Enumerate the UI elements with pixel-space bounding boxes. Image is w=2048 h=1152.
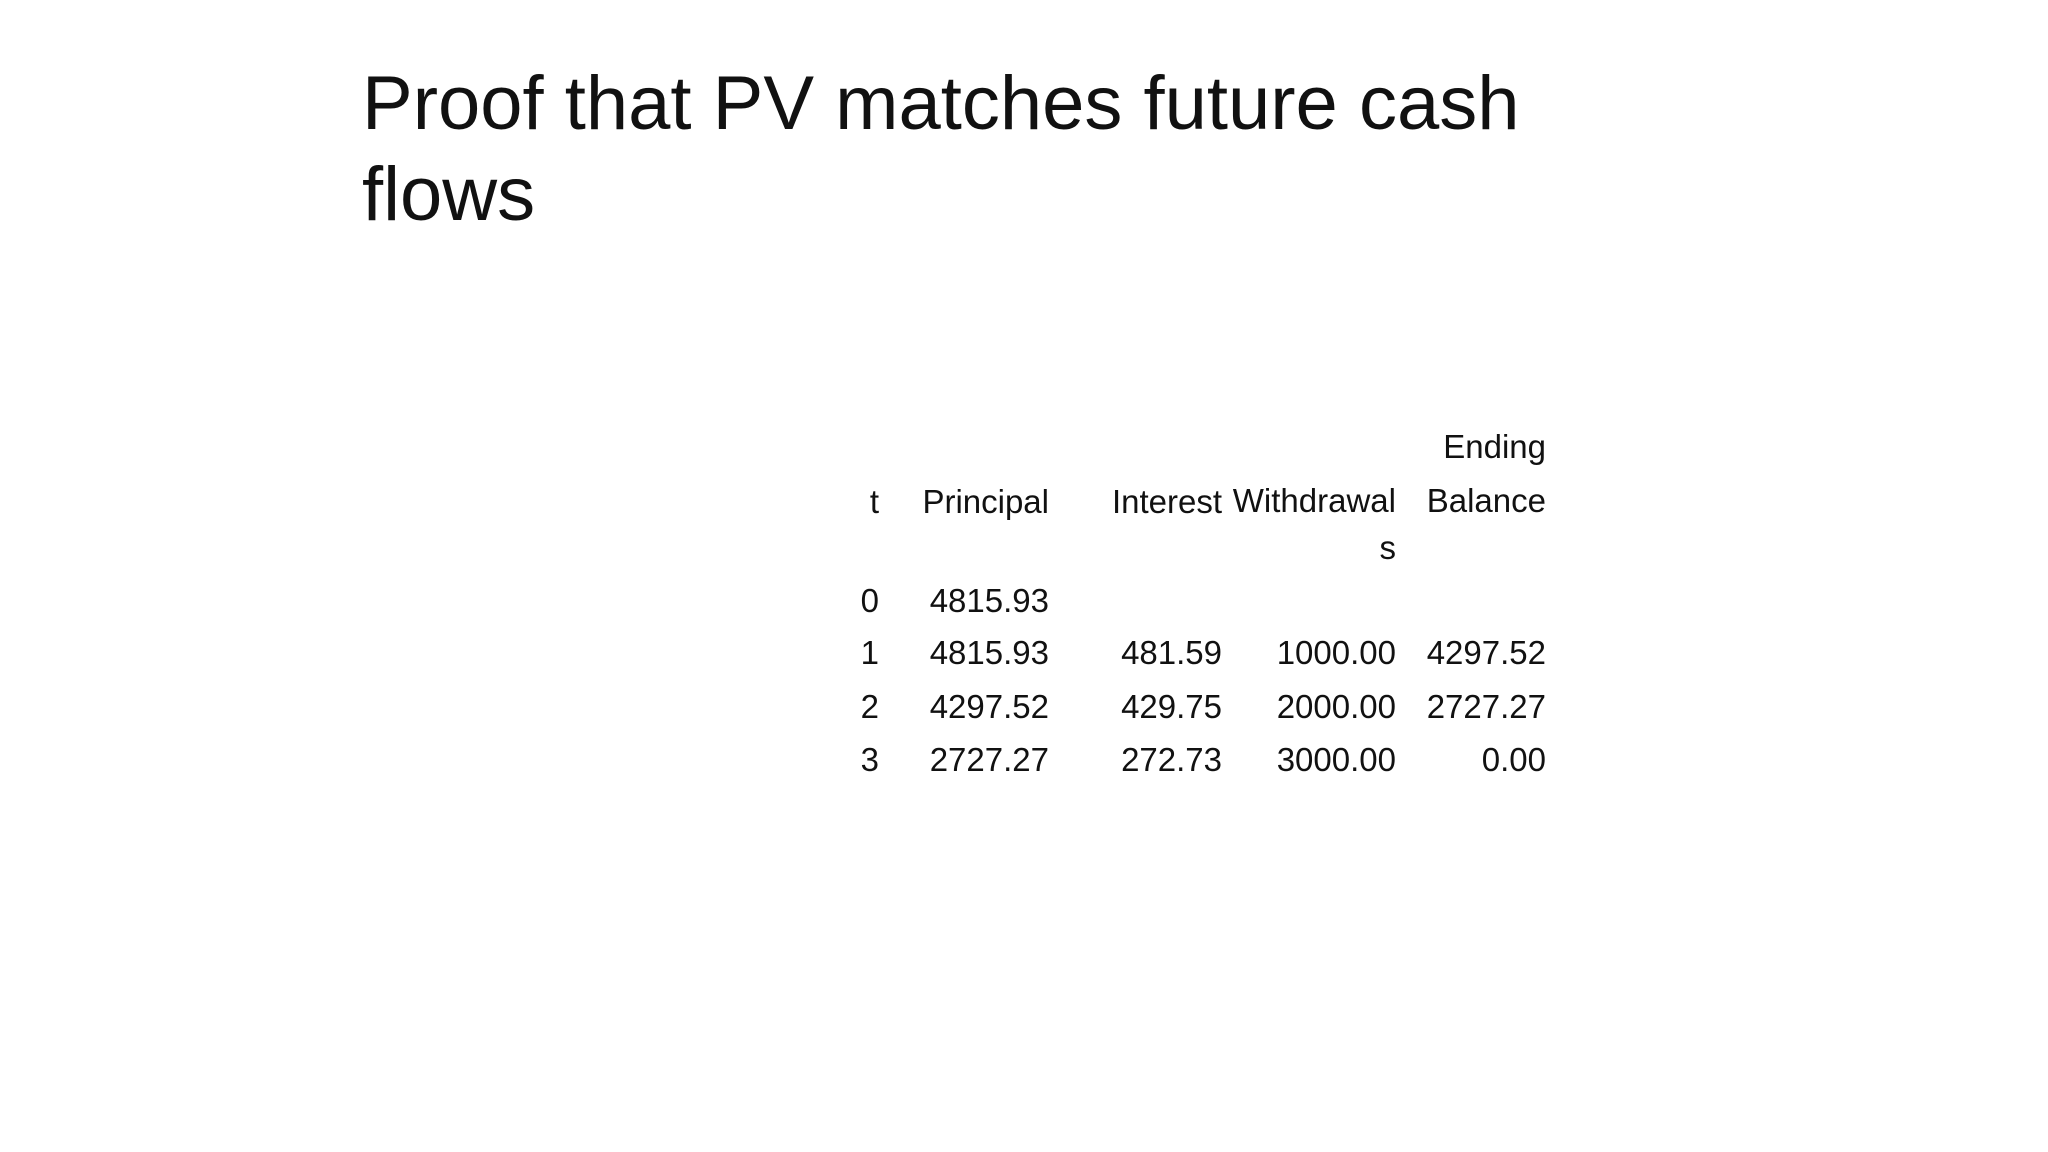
table-cell: 1: [860, 634, 879, 671]
table-cell: 4815.93: [929, 582, 1049, 619]
table-cell: 3000.00: [1276, 741, 1396, 778]
table-cell: 2: [860, 688, 879, 725]
table-cell: 2727.27: [929, 741, 1049, 778]
table-cell: 272.73: [1121, 741, 1222, 778]
header-cell: Withdrawals: [1232, 482, 1396, 566]
table-cell: 1000.00: [1276, 634, 1396, 671]
slide-title: Proof that PV matches future cash flows: [362, 61, 1520, 237]
header-cell: Principal: [922, 483, 1049, 520]
table-cell: 429.75: [1121, 688, 1222, 725]
table-cell: 2000.00: [1276, 688, 1396, 725]
table-cell: 2727.27: [1426, 688, 1546, 725]
table-cell: 4297.52: [929, 688, 1049, 725]
table-cell: 4297.52: [1426, 634, 1546, 671]
table-cell: 3: [860, 741, 879, 778]
table-cell: 0: [860, 582, 879, 619]
header-cell: Ending Balance: [1426, 428, 1546, 519]
table-cell: 4815.93: [929, 634, 1049, 671]
header-cell: Interest: [1111, 483, 1222, 520]
table-cell: 0.00: [1481, 741, 1546, 778]
header-cell: t: [869, 483, 879, 520]
table-cell: 481.59: [1121, 634, 1222, 671]
